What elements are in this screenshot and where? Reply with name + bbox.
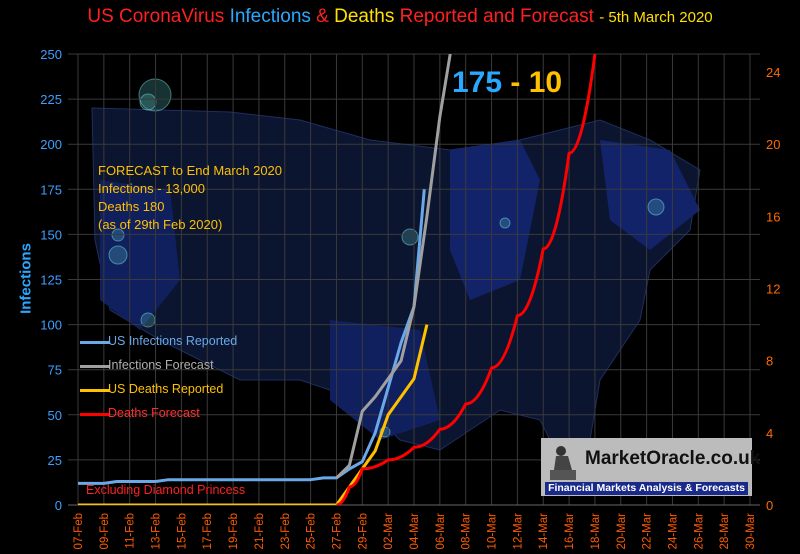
map-region [600,140,700,250]
logo-tagline: Financial Markets Analysis & Forecasts [545,482,748,495]
x-tick-label: 30-Mar [745,513,757,550]
y-tick-label: 225 [40,92,62,107]
map-region [330,320,440,440]
x-tick-label: 25-Feb [306,513,318,549]
title-part-2: Infections [229,6,311,27]
y-tick-label: 50 [48,408,62,423]
map-case-circle [138,78,172,112]
y2-tick-label: 8 [766,354,773,369]
x-tick-label: 29-Feb [357,513,369,549]
y-tick-label: 175 [40,182,62,197]
big-separator: - [502,66,529,99]
x-tick-label: 10-Mar [487,513,499,550]
legend-swatch [80,389,110,392]
title-part-6: - 5th March 2020 [599,9,713,26]
x-tick-label: 04-Mar [409,513,421,550]
title-part-3: & [316,6,329,27]
x-tick-label: 08-Mar [461,513,473,550]
x-tick-label: 16-Mar [564,513,576,550]
y2-tick-label: 0 [766,498,773,513]
forecast-note-line: (as of 29th Feb 2020) [98,217,223,232]
forecast-note-line: Deaths 180 [98,199,165,214]
forecast-note: FORECAST to End March 2020 Infections - … [98,162,282,234]
y-tick-label: 0 [55,498,62,513]
x-tick-label: 23-Feb [280,513,292,549]
series-line [78,324,429,505]
x-tick-label: 22-Mar [642,513,654,550]
big-deaths-count: 10 [528,66,563,99]
title-part-5: Reported and Forecast [399,6,594,27]
map-case-circle [140,312,156,328]
x-tick-label: 20-Mar [616,513,628,550]
forecast-note-line: Infections - 13,000 [98,181,205,196]
legend-label: Deaths Forecast [108,406,200,420]
map-case-circle [647,198,665,216]
map-region [100,180,180,330]
y-tick-label: 25 [48,453,62,468]
x-tick-label: 26-Mar [693,513,705,550]
map-case-circle [499,217,511,229]
legend-swatch [80,365,110,368]
x-tick-label: 07-Feb [73,513,85,549]
big-count-label: 175 - 10 [452,66,562,100]
title-part-4: Deaths [334,6,395,27]
map-case-circle [139,93,157,111]
legend-swatch [80,341,110,344]
y-tick-label: 150 [40,227,62,242]
logo-name: MarketOracle.co.uk [585,448,761,469]
x-tick-label: 28-Mar [719,513,731,550]
map-case-circle [108,245,128,265]
x-tick-label: 21-Feb [254,513,266,549]
x-tick-label: 15-Feb [176,513,188,549]
y-axis-label: Infections [17,243,35,314]
map-case-circle [111,228,125,242]
x-tick-label: 18-Mar [590,513,602,550]
y-tick-label: 200 [40,137,62,152]
series-layer [78,54,597,505]
y2-tick-label: 12 [766,282,780,297]
x-tick-label: 12-Mar [512,513,524,550]
x-tick-label: 27-Feb [331,513,343,549]
x-tick-label: 24-Mar [667,513,679,550]
x-tick-label: 17-Feb [202,513,214,549]
exclusion-note: Excluding Diamond Princess [86,483,246,497]
y-tick-label: 100 [40,318,62,333]
title-part-1: US CoronaVirus [87,6,225,27]
series-line [336,54,597,505]
map-case-circle [401,228,419,246]
y-tick-label: 250 [40,47,62,62]
x-tick-label: 06-Mar [435,513,447,550]
thinker-statue-icon [550,446,576,480]
x-tick-label: 11-Feb [125,513,137,549]
marketoracle-logo: MarketOracle.co.uk Financial Markets Ana… [541,438,760,496]
legend-label: US Infections Reported [108,334,238,348]
x-tick-label: 09-Feb [99,513,111,549]
x-tick-label: 19-Feb [228,513,240,549]
x-tick-label: 14-Mar [538,513,550,550]
legend-swatch [80,413,110,416]
series-line [78,189,426,485]
y-tick-label: 75 [48,363,62,378]
series-line [335,54,452,479]
forecast-note-line: FORECAST to End March 2020 [98,163,283,178]
y-tick-label: 125 [40,273,62,288]
y2-tick-label: 4 [766,426,773,441]
y2-tick-label: 16 [766,209,780,224]
x-tick-label: 13-Feb [151,513,163,549]
x-tick-label: 02-Mar [383,513,395,550]
grid-lines [68,53,760,506]
y2-tick-label: 24 [766,65,780,80]
y2-tick-label: 20 [766,137,780,152]
big-infections-count: 175 [452,66,503,99]
legend-label: Infections Forecast [108,358,214,372]
chart-title: US CoronaVirus Infections & Deaths Repor… [0,6,800,28]
legend-label: US Deaths Reported [108,382,224,396]
